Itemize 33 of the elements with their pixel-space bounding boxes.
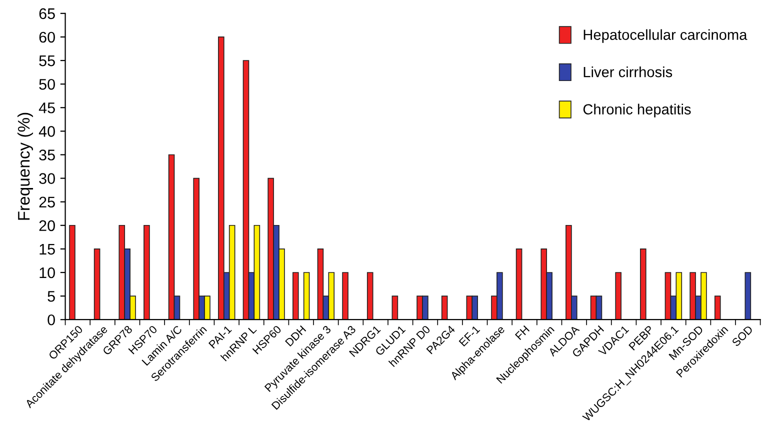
bar: [342, 272, 348, 320]
bar: [94, 248, 100, 320]
y-axis-title: Frequency (%): [17, 112, 34, 220]
y-tick-label: 10: [40, 267, 55, 278]
bar: [441, 296, 448, 320]
y-tick-label: 25: [39, 196, 55, 208]
y-tick-label: 55: [39, 56, 55, 66]
bar: [317, 248, 324, 320]
bar: [516, 248, 522, 320]
y-tick-label: 40: [38, 126, 55, 137]
y-tick-label: 20: [39, 220, 55, 232]
y-tick-label: 45: [38, 102, 55, 114]
legend-label: Hepatocellular carcinoma: [584, 29, 748, 43]
y-tick-label: 15: [40, 244, 55, 255]
y-tick-label: 35: [39, 150, 55, 160]
y-tick-label: 30: [39, 173, 55, 184]
bar: [640, 248, 646, 320]
legend-label: Chronic hepatitis: [583, 104, 691, 118]
bar: [366, 272, 374, 320]
bar: [303, 272, 310, 320]
bar: [714, 296, 721, 320]
bar: [292, 272, 299, 320]
bar: [744, 272, 752, 320]
y-tick-label: 50: [39, 78, 55, 90]
y-tick-label: 60: [39, 32, 55, 43]
y-tick-label: 0: [48, 314, 55, 326]
y-tick-label: 65: [39, 8, 55, 20]
bar: [69, 224, 76, 320]
bar: [392, 296, 398, 320]
bar: [615, 272, 622, 320]
legend-label: Liver cirrhosis: [584, 66, 672, 78]
bar: [144, 224, 150, 320]
y-tick-label: 5: [48, 291, 55, 302]
